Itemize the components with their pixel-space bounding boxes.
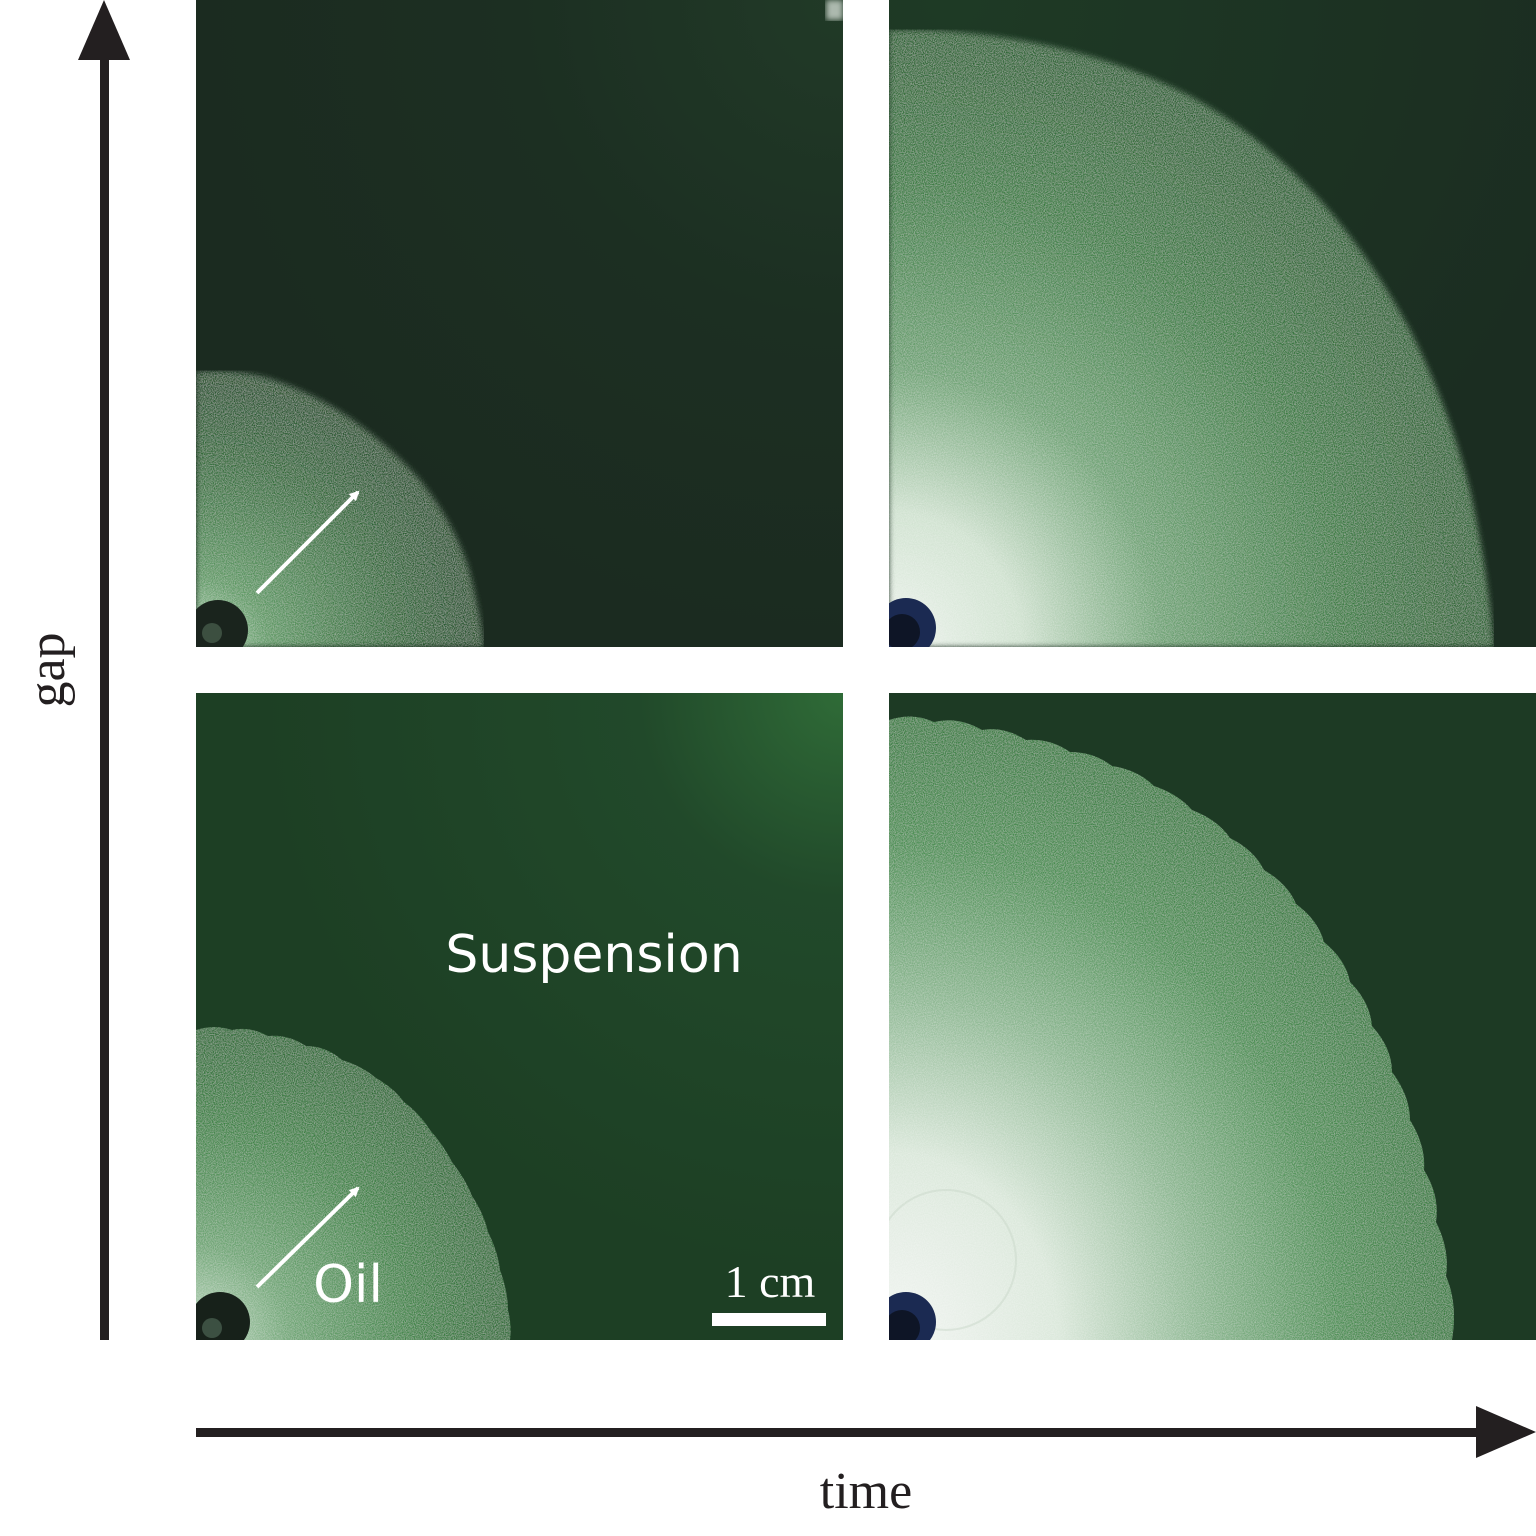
horizontal-axis: time — [196, 1406, 1536, 1520]
panel-top-right — [889, 0, 1536, 647]
flow-direction-arrow — [255, 1186, 360, 1289]
flow-direction-arrow — [255, 490, 360, 595]
vertical-axis: gap — [19, 0, 130, 1340]
horizontal-axis-arrowhead — [1476, 1406, 1536, 1458]
panel-bottom-right — [889, 693, 1536, 1340]
oil-label: Oil — [313, 1255, 383, 1315]
oil-finger-region — [196, 1027, 511, 1340]
suspension-label: Suspension — [445, 925, 742, 985]
panel-top-left — [196, 0, 843, 647]
horizontal-axis-label: time — [820, 1463, 912, 1520]
faint-ring — [889, 1189, 1017, 1331]
panel-bottom-left: Suspension Oil 1 cm — [196, 693, 843, 1340]
vertical-axis-label: gap — [19, 632, 76, 707]
vertical-axis-arrowhead — [78, 0, 130, 60]
oil-finger-region — [889, 29, 1494, 647]
scale-bar-label: 1 cm — [725, 1256, 816, 1307]
oil-finger-region — [889, 716, 1454, 1340]
scale-bar — [712, 1313, 826, 1326]
